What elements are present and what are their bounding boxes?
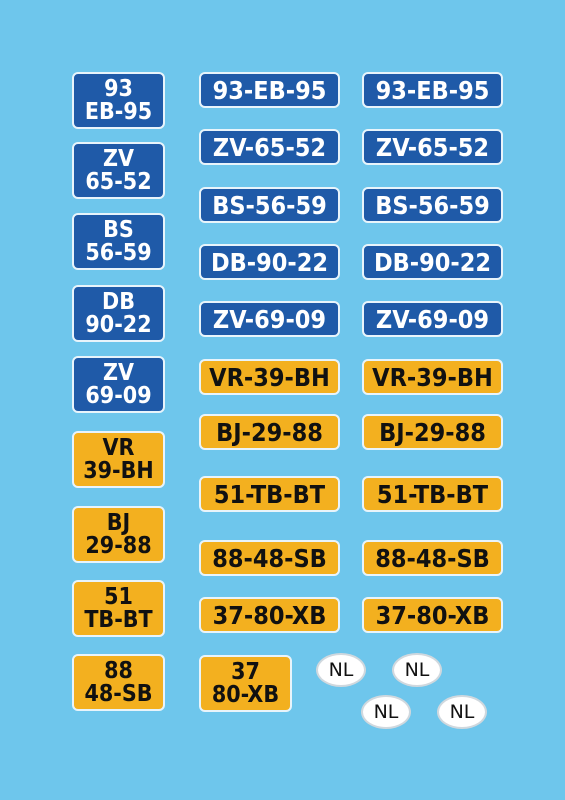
square-plate: DB 90-22: [72, 285, 165, 342]
wide-plate: 37-80-XB: [362, 597, 503, 633]
plate-line-2: 90-22: [85, 311, 152, 338]
wide-plate: 51-TB-BT: [199, 476, 340, 512]
wide-plate: BS-56-59: [199, 187, 340, 223]
plate-line-2: 29-88: [85, 532, 152, 559]
plate-line-2: 56-59: [85, 239, 152, 266]
wide-plate: BJ-29-88: [199, 414, 340, 450]
plate-line-2: 80-XB: [211, 681, 280, 708]
plate-line-1: VR: [102, 434, 135, 461]
plate-line-1: ZV: [102, 145, 135, 172]
plate-line-2: 65-52: [85, 168, 152, 195]
square-plate: ZV 69-09: [72, 356, 165, 413]
nl-sticker: NL: [316, 653, 366, 687]
nl-sticker: NL: [437, 695, 487, 729]
plate-line-1: 51: [104, 583, 133, 610]
wide-plate: ZV-69-09: [362, 301, 503, 337]
plate-line-2: 69-09: [85, 382, 152, 409]
plate-line-1: DB: [102, 288, 135, 315]
wide-plate: BS-56-59: [362, 187, 503, 223]
wide-plate: VR-39-BH: [199, 359, 340, 395]
wide-plate: 93-EB-95: [199, 72, 340, 108]
wide-plate: 88-48-SB: [362, 540, 503, 576]
nl-sticker: NL: [361, 695, 411, 729]
square-plate: 88 48-SB: [72, 654, 165, 711]
plate-line-1: 37: [231, 658, 260, 685]
nl-sticker: NL: [392, 653, 442, 687]
wide-plate: 37-80-XB: [199, 597, 340, 633]
square-plate: VR 39-BH: [72, 431, 165, 488]
plate-line-2: EB-95: [84, 98, 153, 125]
square-plate: 37 80-XB: [199, 655, 292, 712]
wide-plate: ZV-69-09: [199, 301, 340, 337]
plate-line-1: 88: [104, 657, 133, 684]
square-plate: BJ 29-88: [72, 506, 165, 563]
plate-line-1: BS: [103, 216, 134, 243]
wide-plate: ZV-65-52: [362, 129, 503, 165]
square-plate: ZV 65-52: [72, 142, 165, 199]
wide-plate: BJ-29-88: [362, 414, 503, 450]
plate-line-2: 39-BH: [83, 457, 154, 484]
wide-plate: DB-90-22: [199, 244, 340, 280]
wide-plate: 88-48-SB: [199, 540, 340, 576]
wide-plate: VR-39-BH: [362, 359, 503, 395]
square-plate: 93 EB-95: [72, 72, 165, 129]
wide-plate: 51-TB-BT: [362, 476, 503, 512]
plate-line-1: ZV: [102, 359, 135, 386]
plate-line-1: 93: [104, 75, 133, 102]
plate-line-2: TB-BT: [84, 606, 153, 633]
square-plate: 51 TB-BT: [72, 580, 165, 637]
wide-plate: 93-EB-95: [362, 72, 503, 108]
square-plate: BS 56-59: [72, 213, 165, 270]
plate-line-1: BJ: [106, 509, 131, 536]
plate-line-2: 48-SB: [84, 680, 153, 707]
wide-plate: ZV-65-52: [199, 129, 340, 165]
wide-plate: DB-90-22: [362, 244, 503, 280]
